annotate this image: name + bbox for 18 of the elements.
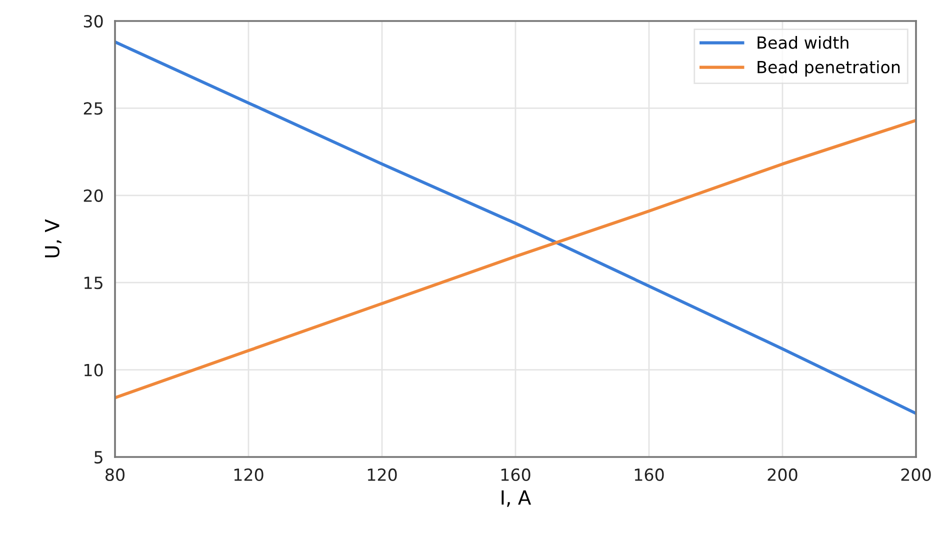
y-tick-label: 5 xyxy=(94,451,102,464)
y-axis-title: U, V xyxy=(45,219,62,258)
y-tick-label: 15 xyxy=(84,276,102,290)
y-tick-label: 10 xyxy=(84,364,103,376)
legend-label: Bead width xyxy=(758,36,848,49)
x-tick-label: 120 xyxy=(368,468,397,482)
line-series xyxy=(115,118,916,400)
x-tick-label: 160 xyxy=(501,468,530,482)
x-tick-label: 160 xyxy=(634,468,664,482)
x-tick-label: 200 xyxy=(768,468,798,482)
x-tick-label: 80 xyxy=(106,468,124,482)
legend-label: Bead penetration xyxy=(758,60,900,77)
x-tick-label: 120 xyxy=(234,468,264,482)
y-tick-label: 30 xyxy=(84,14,103,28)
y-tick-label: 25 xyxy=(84,102,102,115)
y-tick-label: 20 xyxy=(84,189,103,202)
x-tick-label: 200 xyxy=(901,468,931,482)
x-axis-title: I, A xyxy=(502,490,532,507)
